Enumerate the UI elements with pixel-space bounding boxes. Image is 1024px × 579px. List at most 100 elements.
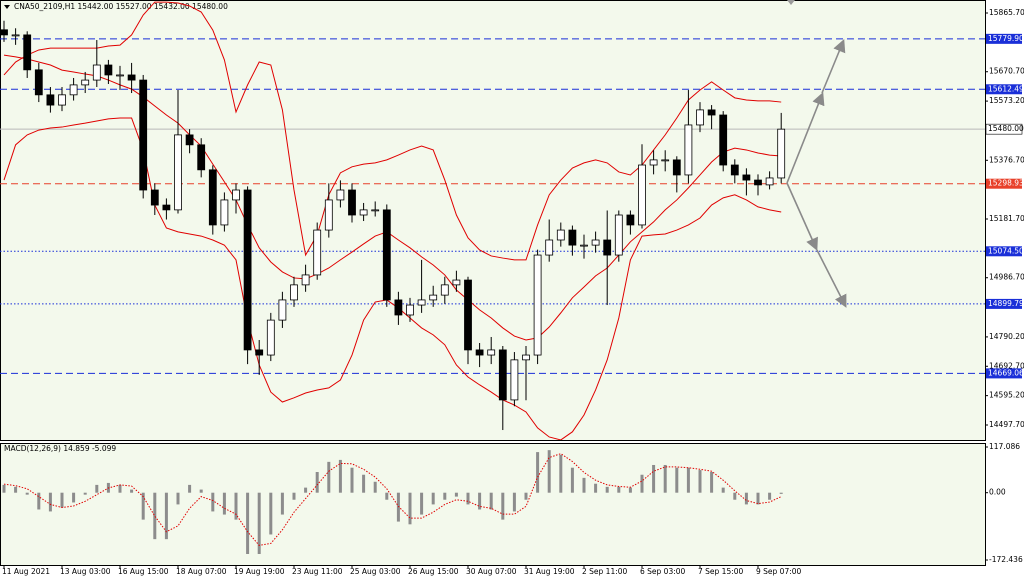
chart-title: CNA50_2109,H1 15442.00 15527.00 15432.00… bbox=[14, 2, 228, 11]
level-label-bg bbox=[986, 246, 1022, 257]
macd-bar bbox=[234, 492, 238, 520]
macd-bar bbox=[164, 492, 168, 540]
candle-body bbox=[34, 69, 43, 96]
macd-bar bbox=[756, 492, 760, 505]
macd-y-tick-label: 117.086 bbox=[989, 442, 1020, 451]
level-label-bg bbox=[986, 368, 1022, 379]
macd-bar bbox=[72, 492, 76, 503]
macd-bar bbox=[431, 492, 435, 505]
candle-body bbox=[591, 239, 600, 246]
current-price-label: 15480.00 bbox=[988, 124, 1024, 133]
macd-bar bbox=[48, 492, 52, 512]
candle-body bbox=[278, 299, 287, 321]
candle-body bbox=[301, 274, 310, 286]
y-tick-label: 14790.20 bbox=[989, 332, 1024, 341]
macd-bar bbox=[443, 492, 447, 500]
macd-bar bbox=[547, 450, 551, 493]
x-tick-label: 7 Sep 15:00 bbox=[698, 567, 744, 576]
macd-bar bbox=[199, 489, 203, 493]
candle-body bbox=[208, 169, 217, 226]
macd-panel bbox=[0, 443, 986, 566]
x-tick-label: 23 Aug 11:00 bbox=[292, 567, 343, 576]
macd-bar bbox=[396, 492, 400, 522]
candle-body bbox=[672, 159, 681, 176]
candle-body bbox=[661, 159, 670, 162]
candle-body bbox=[754, 179, 762, 186]
symbol-menu-icon[interactable] bbox=[4, 5, 10, 9]
x-tick-label: 16 Aug 15:00 bbox=[118, 567, 169, 576]
candle-body bbox=[394, 299, 403, 316]
macd-bar bbox=[269, 492, 273, 535]
y-tick-label: 15376.70 bbox=[989, 155, 1024, 164]
macd-bar bbox=[14, 486, 18, 493]
macd-bar bbox=[582, 477, 586, 493]
candle-body bbox=[243, 189, 252, 351]
macd-bar bbox=[257, 492, 261, 554]
macd-layer bbox=[2, 450, 783, 554]
candle-body bbox=[684, 124, 693, 176]
macd-bar bbox=[663, 464, 667, 493]
candle-body bbox=[429, 294, 438, 301]
main-panel bbox=[0, 0, 986, 441]
candle-body bbox=[522, 354, 530, 361]
candle-body bbox=[11, 34, 20, 37]
candle-body bbox=[730, 164, 739, 176]
macd-y-tick-label: -172.436 bbox=[989, 555, 1023, 564]
candle-body bbox=[69, 84, 78, 96]
macd-bar bbox=[246, 492, 250, 554]
macd-bar bbox=[222, 492, 226, 515]
macd-bar bbox=[95, 484, 99, 493]
macd-bar bbox=[338, 459, 342, 493]
candle-body bbox=[382, 209, 391, 301]
candle-body bbox=[440, 284, 449, 296]
level-label: 15074.50 bbox=[988, 246, 1024, 255]
macd-bar bbox=[327, 461, 331, 493]
macd-bar bbox=[454, 492, 458, 497]
x-tick-label: 30 Aug 07:00 bbox=[466, 567, 517, 576]
candle-body bbox=[742, 174, 751, 181]
macd-bar bbox=[466, 492, 470, 505]
candle-body bbox=[371, 209, 380, 212]
x-tick-label: 19 Aug 19:00 bbox=[234, 567, 285, 576]
candle-body bbox=[104, 64, 113, 76]
candle-body bbox=[348, 189, 356, 216]
candle-body bbox=[580, 244, 588, 247]
macd-bar bbox=[652, 464, 656, 493]
x-tick-label: 2 Sep 11:00 bbox=[582, 567, 628, 576]
level-label-bg bbox=[986, 298, 1022, 309]
candle-body bbox=[255, 349, 264, 356]
candle-body bbox=[290, 284, 298, 301]
macd-bar bbox=[698, 470, 702, 493]
candle-body bbox=[58, 94, 66, 106]
level-label-bg bbox=[986, 33, 1022, 44]
candle-body bbox=[510, 359, 519, 401]
candle-body bbox=[487, 349, 496, 356]
candle-body bbox=[556, 229, 565, 241]
level-label: 15298.93 bbox=[988, 179, 1024, 188]
candle-body bbox=[23, 34, 32, 71]
macd-bar bbox=[524, 492, 528, 500]
current-price-bg bbox=[985, 123, 1023, 135]
level-label: 14669.06 bbox=[988, 368, 1024, 377]
macd-bar bbox=[292, 492, 296, 500]
macd-bar bbox=[489, 492, 493, 510]
macd-bar bbox=[362, 474, 366, 493]
candle-body bbox=[568, 229, 577, 246]
candle-body bbox=[626, 214, 635, 226]
level-label-bg bbox=[986, 84, 1022, 95]
candle-body bbox=[0, 29, 8, 36]
macd-bar bbox=[153, 492, 157, 540]
macd-bar bbox=[501, 492, 505, 520]
price-layer bbox=[0, 1, 985, 440]
x-tick-label: 11 Aug 2021 bbox=[2, 567, 50, 576]
projection-arrow bbox=[821, 39, 846, 94]
candle-body bbox=[545, 239, 554, 256]
candle-body bbox=[92, 64, 101, 81]
x-tick-label: 6 Sep 03:00 bbox=[640, 567, 686, 576]
macd-bar bbox=[408, 492, 412, 525]
macd-y-tick-label: 0.00 bbox=[989, 488, 1006, 497]
macd-bar bbox=[385, 492, 389, 500]
candle-body bbox=[185, 134, 194, 146]
x-tick-label: 25 Aug 03:00 bbox=[350, 567, 401, 576]
level-label: 14899.79 bbox=[988, 299, 1024, 308]
